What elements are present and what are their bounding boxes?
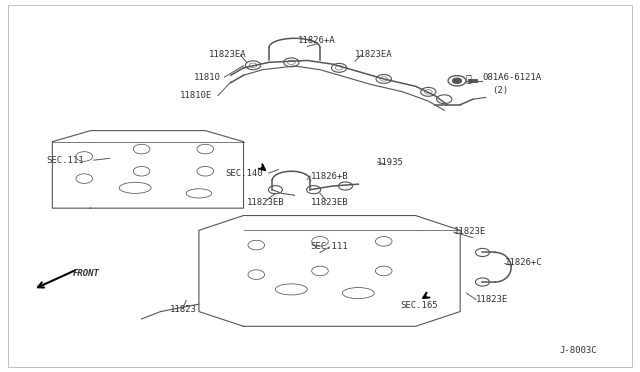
Text: 11823E: 11823E xyxy=(476,295,508,304)
Text: (2): (2) xyxy=(492,86,508,94)
Text: 11810E: 11810E xyxy=(179,91,212,100)
Text: Ⓒ: Ⓒ xyxy=(465,73,472,83)
Text: J-8003C: J-8003C xyxy=(559,346,597,355)
Text: 11823EB: 11823EB xyxy=(311,198,348,207)
Text: SEC.111: SEC.111 xyxy=(47,155,84,165)
Text: 081A6-6121A: 081A6-6121A xyxy=(483,73,541,81)
Text: FRONT: FRONT xyxy=(73,269,100,278)
Text: 11823EA: 11823EA xyxy=(355,51,393,60)
Text: 11826+A: 11826+A xyxy=(298,36,335,45)
Text: 11826+C: 11826+C xyxy=(505,258,543,267)
Text: SEC.165: SEC.165 xyxy=(400,301,438,311)
Text: 11823: 11823 xyxy=(170,305,196,314)
Text: SEC.111: SEC.111 xyxy=(311,243,348,251)
Text: 11823E: 11823E xyxy=(454,227,486,235)
Circle shape xyxy=(452,78,461,83)
Text: 11810: 11810 xyxy=(195,73,221,81)
Text: SEC.140: SEC.140 xyxy=(225,169,262,177)
Text: 11935: 11935 xyxy=(378,157,404,167)
Text: 11826+B: 11826+B xyxy=(310,172,348,181)
Text: 11823EB: 11823EB xyxy=(247,198,285,207)
Text: 11823EA: 11823EA xyxy=(209,51,246,60)
